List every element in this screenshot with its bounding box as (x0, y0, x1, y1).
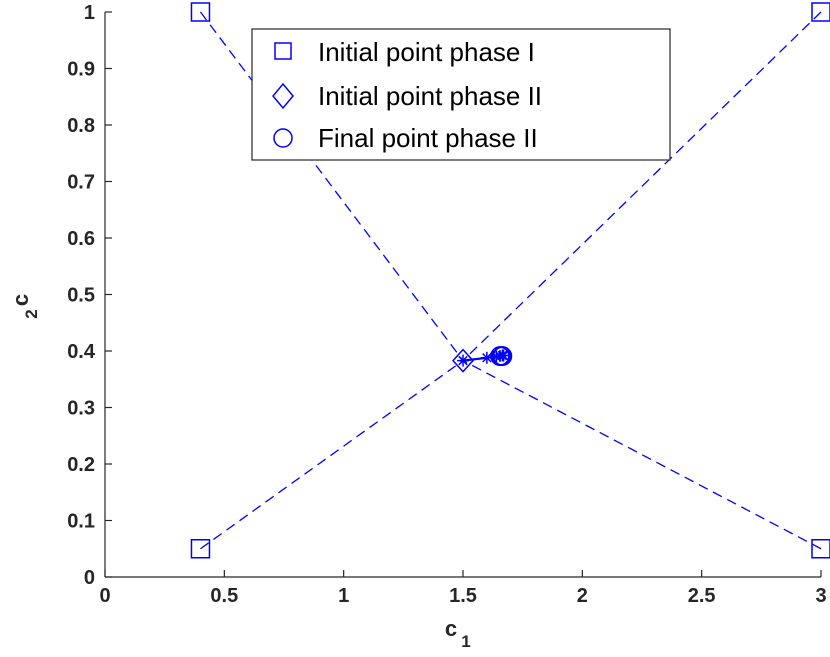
dashed-line-3 (462, 360, 822, 550)
legend: Initial point phase I Initial point phas… (251, 28, 671, 161)
x-tick-label-0: 0 (99, 585, 110, 607)
y-tick-label-8: 0.8 (67, 115, 95, 137)
x-tick-label-1: 0.5 (210, 585, 238, 607)
y-tick-label-10: 1 (84, 2, 95, 24)
y-axis-label: c (8, 294, 33, 306)
path-asterisk-marker-0 (457, 354, 469, 367)
legend-box (251, 28, 671, 161)
x-axis-label: c (445, 616, 457, 641)
y-tick-label-4: 0.4 (67, 341, 96, 363)
diamond-marker-1-0 (451, 348, 475, 373)
legend-label-initial-phase-ii: Initial point phase II (318, 81, 542, 111)
legend-label-initial-phase-i: Initial point phase I (318, 37, 535, 67)
x-tick-label-3: 1.5 (449, 585, 477, 607)
legend-square-marker (274, 42, 292, 60)
y-axis-title: c 2 (8, 294, 41, 319)
y-tick-label-9: 0.9 (67, 59, 95, 81)
axes: 0 0.5 1 1.5 2 2.5 3 0 0.1 0.2 0.3 0.4 0.5 0.6 0.7 0.8 0.… (67, 2, 826, 607)
square-marker-0-3 (811, 539, 830, 559)
x-tick-label-6: 3 (815, 585, 826, 607)
legend-label-final-phase-ii: Final point phase II (318, 123, 538, 153)
legend-circle-marker (273, 128, 293, 148)
plot-area (190, 2, 830, 559)
y-tick-label-3: 0.3 (67, 398, 95, 420)
x-tick-label-5: 2.5 (688, 585, 716, 607)
square-marker-0-2 (190, 539, 211, 559)
x-tick-label-4: 2 (577, 585, 588, 607)
square-marker-0-1 (811, 2, 830, 22)
y-axis-label-subscript: 2 (22, 309, 41, 318)
dashed-line-2 (200, 360, 464, 550)
dashed-line-1 (462, 11, 822, 362)
y-tick-label-6: 0.6 (67, 228, 95, 250)
x-axis-label-subscript: 1 (461, 632, 470, 651)
circle-marker-2-2 (492, 346, 513, 366)
legend-diamond-marker (272, 82, 294, 110)
path-asterisk-marker-5 (497, 349, 510, 362)
x-tick-label-2: 1 (338, 585, 349, 607)
y-tick-label-2: 0.2 (67, 454, 95, 476)
dashed-line-0 (199, 11, 464, 361)
square-marker-0-0 (190, 2, 211, 22)
y-tick-label-5: 0.5 (67, 285, 95, 307)
y-tick-label-0: 0 (84, 567, 95, 589)
y-tick-label-7: 0.7 (67, 172, 95, 194)
y-tick-label-1: 0.1 (67, 511, 95, 533)
